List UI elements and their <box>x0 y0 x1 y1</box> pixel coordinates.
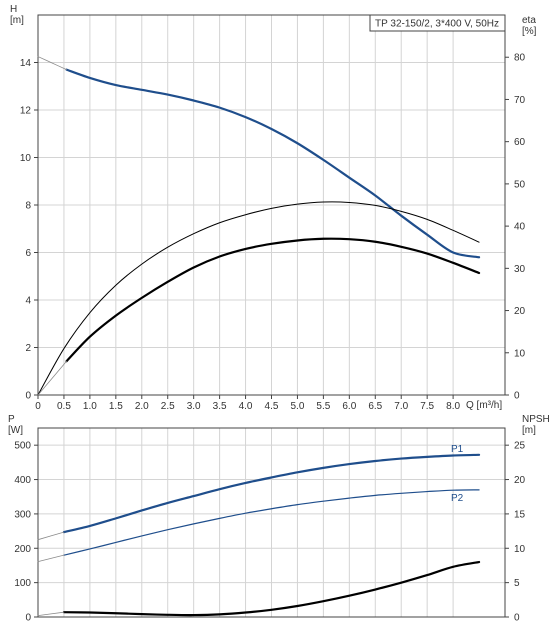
top-x-tick-label: 4.0 <box>239 401 253 412</box>
top-x-tick-label: 1.5 <box>109 401 123 412</box>
top-y-tick-label: 12 <box>20 106 32 117</box>
top-y-axis-unit: [m] <box>10 15 24 26</box>
top-x-tick-label: 6.5 <box>368 401 382 412</box>
x-axis-label: Q [m³/h] <box>466 400 502 411</box>
bottom-y2-tick-label: 10 <box>514 544 526 555</box>
bottom-y-tick-label: 400 <box>14 475 31 486</box>
eta-thick-curve <box>65 237 481 363</box>
bottom-y-tick-label: 300 <box>14 509 31 520</box>
top-y2-tick-label: 60 <box>514 137 526 148</box>
bottom-y2-axis-unit: [m] <box>522 425 536 436</box>
top-y2-axis-label: eta <box>522 15 536 26</box>
top-y-tick-label: 4 <box>25 296 31 307</box>
top-x-tick-label: 3.5 <box>213 401 227 412</box>
top-x-tick-label: 7.0 <box>394 401 408 412</box>
P1-curve <box>62 453 481 534</box>
top-x-tick-label: 5.0 <box>290 401 304 412</box>
top-y-tick-label: 10 <box>20 153 32 164</box>
title-box <box>369 14 506 32</box>
bottom-y-axis-label: P <box>8 414 15 425</box>
top-x-tick-label: 2.0 <box>135 401 149 412</box>
top-y2-tick-label: 70 <box>514 95 526 106</box>
NPSH-curve <box>62 560 481 617</box>
eta-extrapolation-curve <box>37 360 67 396</box>
bottom-y-tick-label: 0 <box>25 613 31 624</box>
top-x-tick-label: 0 <box>35 401 41 412</box>
top-x-tick-label: 4.5 <box>265 401 279 412</box>
NPSH-extrapolation-curve <box>37 611 65 617</box>
top-y-tick-label: 14 <box>20 58 32 69</box>
top-y2-tick-label: 80 <box>514 53 526 64</box>
P2-extrapolation-curve <box>37 554 65 563</box>
power-npsh-chart: 0 100 200 300 400 500 0 5 10 15 20 25 P[W] NPSH[m] P1 P… <box>8 414 550 624</box>
top-y-tick-label: 2 <box>25 343 31 354</box>
bottom-grid <box>38 428 505 617</box>
bottom-y-tick-label: 100 <box>14 578 31 589</box>
bottom-y2-axis-label: NPSH <box>522 414 550 425</box>
top-y2-tick-label: 50 <box>514 179 526 190</box>
top-x-tick-label: 2.5 <box>161 401 175 412</box>
bottom-y-tick-label: 500 <box>14 441 31 452</box>
bottom-plot-frame <box>37 427 506 618</box>
bottom-y2-tick-label: 5 <box>514 578 520 589</box>
P1-extrapolation-curve <box>37 531 65 541</box>
top-y2-tick-label: 40 <box>514 222 526 233</box>
top-x-tick-label: 0.5 <box>57 401 71 412</box>
eta-thin-curve <box>37 201 480 396</box>
head-efficiency-chart: 0 0.5 1.0 1.5 2.0 2.5 3.0 3.5 4.0 4.5 5.0 5.5 6.0 6.5… <box>10 4 537 412</box>
top-y-tick-label: 0 <box>25 391 31 402</box>
top-x-tick-label: 7.5 <box>420 401 434 412</box>
top-y-tick-label: 6 <box>25 248 31 259</box>
top-y-axis-label: H <box>10 4 17 15</box>
top-x-tick-label: 3.0 <box>187 401 201 412</box>
top-x-tick-label: 8.0 <box>446 401 460 412</box>
series-label-p2: P2 <box>451 493 464 504</box>
bottom-y-axis-unit: [W] <box>8 425 23 436</box>
bottom-y2-tick-label: 0 <box>514 613 520 624</box>
head-extrapolation-curve <box>37 56 67 71</box>
top-y2-tick-label: 0 <box>514 391 520 402</box>
bottom-y-tick-label: 200 <box>14 544 31 555</box>
top-x-tick-label: 6.0 <box>342 401 356 412</box>
top-x-tick-label: 1.0 <box>83 401 97 412</box>
top-y2-tick-label: 30 <box>514 264 526 275</box>
top-x-tick-label: 5.5 <box>316 401 330 412</box>
top-y-tick-label: 8 <box>25 201 31 212</box>
head-curve <box>65 68 481 259</box>
top-y2-tick-label: 10 <box>514 348 526 359</box>
bottom-y2-tick-label: 15 <box>514 509 526 520</box>
top-y2-tick-label: 20 <box>514 306 526 317</box>
top-y2-axis-unit: [%] <box>522 26 537 37</box>
top-grid <box>38 15 505 395</box>
P2-curve <box>63 489 480 556</box>
chart-title: TP 32-150/2, 3*400 V, 50Hz <box>375 19 499 30</box>
bottom-y2-tick-label: 25 <box>514 441 526 452</box>
bottom-y2-tick-label: 20 <box>514 475 526 486</box>
series-label-p1: P1 <box>451 444 464 455</box>
